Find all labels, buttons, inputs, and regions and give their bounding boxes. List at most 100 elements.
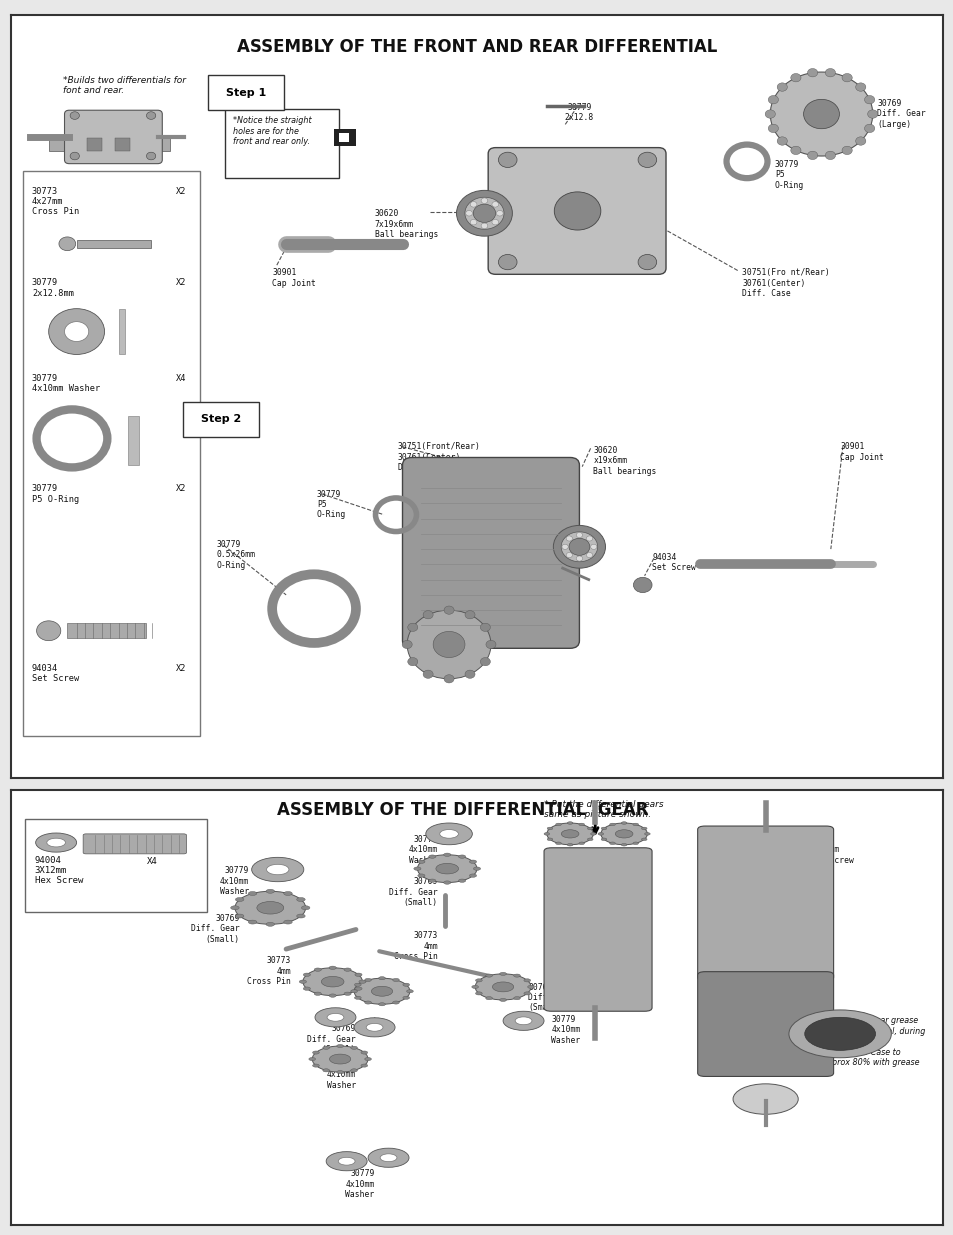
Circle shape	[546, 823, 593, 845]
Text: X4: X4	[175, 373, 186, 383]
Circle shape	[470, 220, 476, 225]
Circle shape	[615, 830, 632, 839]
Circle shape	[336, 1071, 343, 1073]
Circle shape	[36, 621, 61, 641]
Circle shape	[863, 125, 874, 132]
Circle shape	[248, 920, 256, 924]
Circle shape	[378, 1003, 385, 1005]
Circle shape	[475, 979, 481, 982]
Text: 30769
Diff. Gear
(Small): 30769 Diff. Gear (Small)	[307, 1024, 355, 1055]
Text: 30769
Diff. Gear
(Small): 30769 Diff. Gear (Small)	[528, 983, 577, 1013]
Circle shape	[732, 1084, 798, 1114]
Circle shape	[458, 879, 465, 882]
Text: 30751(Front/Rear)
30761(Center)
Diff. Case: 30751(Front/Rear) 30761(Center) Diff. Ca…	[397, 442, 480, 472]
Circle shape	[527, 986, 534, 988]
Circle shape	[344, 992, 351, 995]
Circle shape	[364, 978, 371, 982]
FancyBboxPatch shape	[225, 110, 339, 178]
Circle shape	[322, 1046, 329, 1050]
Circle shape	[368, 1149, 409, 1167]
Circle shape	[804, 1018, 875, 1050]
FancyBboxPatch shape	[23, 172, 199, 736]
FancyBboxPatch shape	[488, 148, 665, 274]
Circle shape	[235, 898, 244, 902]
Circle shape	[523, 979, 530, 982]
Circle shape	[296, 898, 305, 902]
Circle shape	[492, 201, 498, 207]
Text: *Builds two differentials for
font and rear.: *Builds two differentials for font and r…	[63, 75, 186, 95]
Text: 30773
4x27mm
Cross Pin: 30773 4x27mm Cross Pin	[31, 186, 79, 216]
Circle shape	[565, 536, 572, 541]
Circle shape	[496, 210, 502, 216]
Text: 30779
4x10mm
Washer: 30779 4x10mm Washer	[551, 1015, 580, 1045]
Circle shape	[790, 146, 801, 154]
Text: Step 1: Step 1	[226, 88, 266, 98]
Text: 30773
4mm
Cross Pin: 30773 4mm Cross Pin	[247, 956, 291, 987]
Circle shape	[513, 974, 519, 977]
Circle shape	[547, 839, 552, 841]
Circle shape	[513, 997, 519, 1000]
Circle shape	[402, 641, 412, 648]
Circle shape	[355, 973, 362, 977]
Circle shape	[252, 857, 303, 882]
Text: 30779
P5 O-Ring: 30779 P5 O-Ring	[31, 484, 79, 504]
Text: X2: X2	[175, 278, 186, 287]
Circle shape	[313, 1065, 319, 1067]
Text: 94004
3X12mm
Hex Screw: 94004 3X12mm Hex Screw	[34, 856, 83, 885]
Circle shape	[379, 1153, 396, 1162]
Text: 30779
P5
O-Ring: 30779 P5 O-Ring	[316, 489, 346, 520]
Circle shape	[638, 152, 656, 168]
Circle shape	[456, 190, 512, 236]
Circle shape	[428, 879, 436, 882]
Text: 30779
2x12.8mm: 30779 2x12.8mm	[31, 278, 73, 298]
Circle shape	[640, 827, 646, 830]
Circle shape	[371, 987, 393, 997]
Bar	[115, 137, 130, 152]
Bar	[49, 137, 170, 152]
Circle shape	[301, 905, 310, 910]
Text: 30779
4x10mm
Washer: 30779 4x10mm Washer	[219, 867, 249, 897]
Circle shape	[360, 1065, 367, 1067]
Circle shape	[863, 95, 874, 104]
Circle shape	[425, 823, 472, 845]
Text: 30769
Diff. Gear
(Large): 30769 Diff. Gear (Large)	[877, 99, 925, 128]
Bar	[68, 624, 147, 638]
Circle shape	[565, 552, 572, 558]
Circle shape	[283, 892, 292, 895]
Circle shape	[303, 987, 310, 990]
Circle shape	[47, 839, 66, 847]
Circle shape	[472, 986, 478, 988]
Circle shape	[303, 973, 310, 977]
Circle shape	[555, 824, 560, 826]
Text: 30769
Diff. Gear
(Small): 30769 Diff. Gear (Small)	[389, 877, 437, 908]
Circle shape	[326, 1152, 367, 1171]
Circle shape	[256, 902, 283, 914]
Circle shape	[327, 1014, 343, 1021]
Circle shape	[355, 983, 361, 987]
Circle shape	[576, 532, 582, 537]
Circle shape	[598, 832, 603, 835]
Circle shape	[576, 556, 582, 561]
Circle shape	[769, 72, 872, 156]
FancyBboxPatch shape	[83, 834, 186, 853]
Circle shape	[402, 983, 409, 987]
Text: X2: X2	[175, 186, 186, 195]
Circle shape	[554, 191, 600, 230]
Circle shape	[458, 855, 465, 858]
Circle shape	[422, 671, 433, 678]
Text: 30751(Fro nt/Rear)
30761(Center)
Diff. Case: 30751(Fro nt/Rear) 30761(Center) Diff. C…	[741, 268, 829, 298]
Circle shape	[802, 99, 839, 128]
Circle shape	[578, 842, 584, 845]
Text: X4: X4	[147, 857, 157, 866]
Text: * Put the differential gears
same as picture shown.: * Put the differential gears same as pic…	[543, 800, 663, 819]
Circle shape	[587, 839, 593, 841]
Circle shape	[644, 832, 650, 835]
Circle shape	[234, 892, 305, 924]
Circle shape	[473, 204, 496, 222]
Circle shape	[364, 1057, 371, 1061]
Circle shape	[464, 198, 503, 230]
Text: 30779
4x10mm
Washer: 30779 4x10mm Washer	[408, 835, 437, 864]
Circle shape	[633, 577, 651, 593]
Circle shape	[470, 201, 476, 207]
Circle shape	[355, 997, 361, 999]
